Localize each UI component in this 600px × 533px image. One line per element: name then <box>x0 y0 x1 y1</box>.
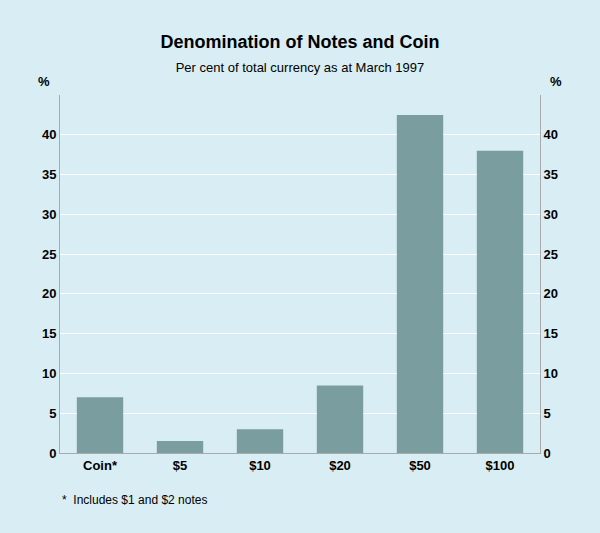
svg-text:30: 30 <box>42 207 56 222</box>
svg-text:$5: $5 <box>173 458 187 473</box>
svg-text:40: 40 <box>544 127 558 142</box>
svg-text:$100: $100 <box>486 458 515 473</box>
svg-text:35: 35 <box>42 167 56 182</box>
svg-text:$50: $50 <box>409 458 431 473</box>
svg-text:10: 10 <box>544 366 558 381</box>
svg-text:40: 40 <box>42 127 56 142</box>
svg-text:* Includes $1 and $2 notes: * Includes $1 and $2 notes <box>62 493 207 507</box>
svg-text:5: 5 <box>544 406 551 421</box>
svg-text:25: 25 <box>544 247 558 262</box>
svg-text:Per cent of total currency as: Per cent of total currency as at March 1… <box>176 60 425 75</box>
svg-text:15: 15 <box>42 326 56 341</box>
svg-text:20: 20 <box>42 286 56 301</box>
svg-text:%: % <box>550 74 562 89</box>
svg-text:20: 20 <box>544 286 558 301</box>
svg-text:0: 0 <box>49 446 56 461</box>
svg-text:30: 30 <box>544 207 558 222</box>
svg-text:$20: $20 <box>329 458 351 473</box>
svg-text:$10: $10 <box>249 458 271 473</box>
svg-text:10: 10 <box>42 366 56 381</box>
svg-text:25: 25 <box>42 247 56 262</box>
svg-text:Denomination of Notes and Coin: Denomination of Notes and Coin <box>161 32 440 52</box>
svg-text:5: 5 <box>49 406 56 421</box>
svg-text:0: 0 <box>544 446 551 461</box>
svg-text:Coin*: Coin* <box>83 458 118 473</box>
svg-text:%: % <box>38 74 50 89</box>
svg-text:15: 15 <box>544 326 558 341</box>
svg-text:35: 35 <box>544 167 558 182</box>
